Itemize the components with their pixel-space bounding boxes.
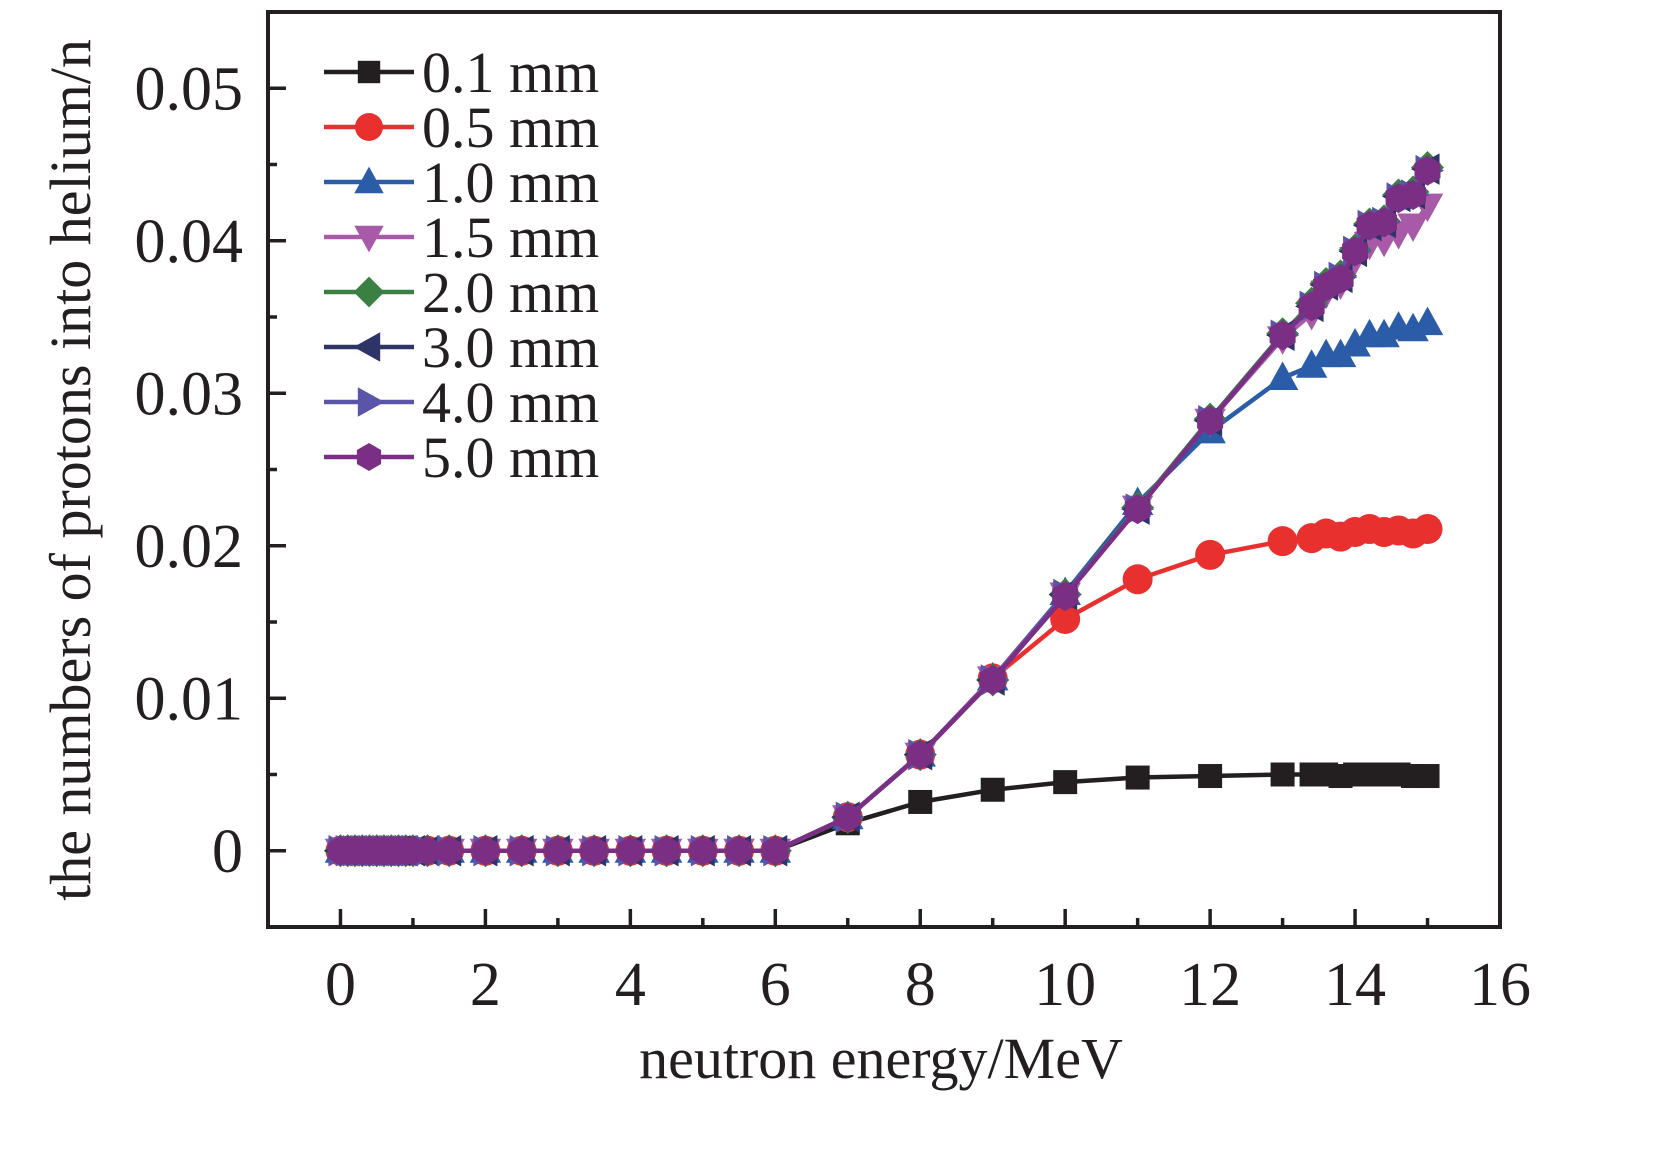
data-point [544, 835, 571, 866]
data-point [1269, 320, 1296, 351]
legend-marker [355, 113, 383, 141]
data-point [1371, 207, 1397, 238]
legend-item: 1.0 mm [324, 150, 599, 215]
legend-item: 3.0 mm [324, 315, 599, 380]
x-tick-label: 4 [615, 951, 646, 1019]
data-point [1411, 306, 1444, 336]
data-point [1324, 338, 1357, 368]
data-point [617, 835, 644, 866]
legend-marker [354, 166, 384, 194]
legend-item: 5.0 mm [324, 425, 599, 490]
series-layer [323, 151, 1445, 868]
data-point [1125, 765, 1150, 790]
data-point [436, 835, 463, 866]
data-point [834, 802, 861, 833]
data-point [1267, 526, 1298, 557]
data-point [1198, 764, 1223, 789]
legend-label: 1.5 mm [422, 205, 599, 270]
legend-marker [354, 225, 384, 253]
legend-marker [357, 60, 381, 84]
data-point [689, 835, 716, 866]
y-tick-label: 0.03 [135, 360, 244, 428]
data-point [907, 739, 934, 770]
legend-label: 5.0 mm [422, 425, 599, 490]
y-axis-ticks: 0 0.01 0.02 0.03 0.04 0.05 [135, 55, 286, 886]
data-point [726, 835, 752, 866]
legend-label: 1.0 mm [422, 150, 599, 215]
y-tick-label: 0.04 [135, 208, 244, 276]
data-point [1053, 770, 1078, 795]
legend-item: 0.1 mm [324, 40, 599, 105]
data-point [1124, 494, 1151, 525]
y-tick-label: 0 [212, 818, 243, 886]
data-point [1052, 581, 1079, 612]
data-point [472, 835, 499, 866]
x-tick-label: 8 [905, 951, 936, 1019]
x-tick-label: 2 [470, 951, 501, 1019]
data-point [980, 777, 1005, 802]
data-point [1266, 361, 1299, 390]
legend-item: 1.5 mm [324, 205, 599, 270]
legend-item: 4.0 mm [324, 370, 599, 435]
data-point [908, 789, 933, 814]
y-tick-label: 0.01 [135, 665, 244, 733]
data-point [1412, 513, 1443, 544]
data-point [414, 835, 441, 866]
data-point [1298, 291, 1325, 322]
x-tick-label: 16 [1469, 951, 1531, 1019]
legend-marker [353, 276, 385, 308]
legend-marker [353, 332, 381, 362]
data-point [1400, 180, 1426, 210]
data-point [1339, 327, 1371, 357]
data-point [1050, 603, 1081, 634]
data-point [762, 835, 789, 866]
data-point [1415, 764, 1440, 789]
x-axis-ticks: 0 2 4 6 8 10 12 14 16 [325, 909, 1531, 1019]
legend-label: 0.5 mm [422, 95, 599, 160]
series-5_0mm [327, 155, 1441, 866]
legend-label: 3.0 mm [422, 315, 599, 380]
data-point [979, 665, 1006, 695]
y-axis-title: the numbers of protons into helium/n [38, 39, 103, 901]
legend-label: 2.0 mm [422, 260, 599, 325]
x-tick-label: 0 [325, 951, 356, 1019]
legend: 0.1 mm0.5 mm1.0 mm1.5 mm2.0 mm3.0 mm4.0 … [324, 40, 599, 490]
data-point [1295, 349, 1328, 378]
legend-marker [357, 387, 385, 417]
legend-item: 0.5 mm [324, 95, 599, 160]
series-line [340, 526, 1429, 854]
data-point [1327, 263, 1354, 294]
data-point [1368, 318, 1400, 348]
data-point [1270, 762, 1295, 787]
x-tick-label: 12 [1179, 951, 1241, 1019]
x-axis-title: neutron energy/MeV [639, 1026, 1123, 1091]
data-point [508, 835, 535, 866]
data-point [653, 835, 680, 866]
data-point [1195, 539, 1226, 570]
legend-item: 2.0 mm [324, 260, 599, 325]
x-tick-label: 6 [760, 951, 791, 1019]
y-tick-label: 0.02 [135, 513, 244, 581]
legend-label: 0.1 mm [422, 40, 599, 105]
data-point [1414, 155, 1441, 186]
legend-label: 4.0 mm [422, 370, 599, 435]
data-point [1342, 236, 1368, 267]
data-point [581, 835, 608, 866]
legend-marker [356, 443, 382, 471]
data-point [1397, 213, 1429, 242]
x-tick-label: 10 [1034, 951, 1096, 1019]
data-point [1122, 564, 1153, 595]
x-tick-label: 14 [1324, 951, 1386, 1019]
y-tick-label: 0.05 [135, 55, 244, 123]
data-point [1197, 405, 1224, 436]
